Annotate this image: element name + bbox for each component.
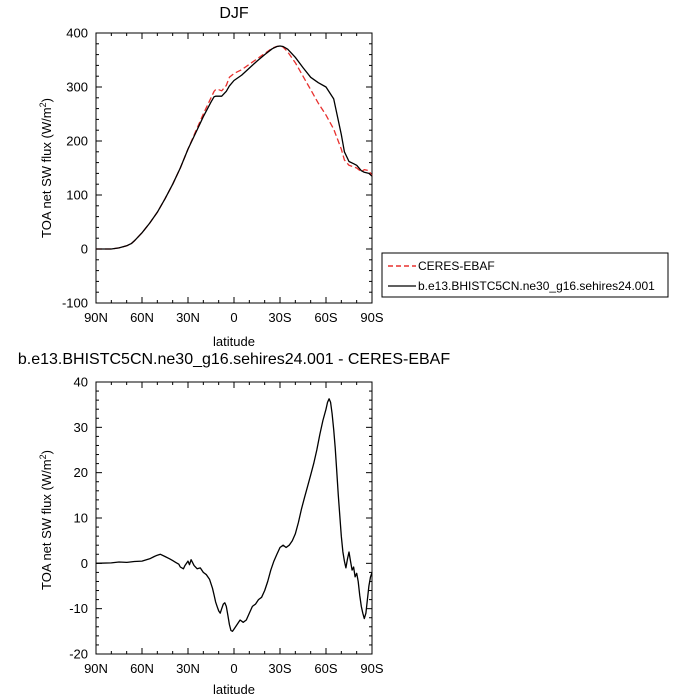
top-ytick-label: 100 [66, 188, 88, 203]
bottom-panel: b.e13.BHISTC5CN.ne30_g16.sehires24.001 -… [18, 351, 450, 697]
top-series-line-0 [96, 45, 373, 250]
bottom-xtick-label: 60S [314, 661, 337, 676]
bottom-xtick-label: 90N [84, 661, 108, 676]
top-xtick-label: 30N [176, 310, 200, 325]
bottom-ytick-label: 20 [74, 465, 88, 480]
legend-box [381, 252, 669, 298]
bottom-ytick-label: 40 [74, 375, 88, 390]
top-xlabel: latitude [213, 334, 255, 349]
bottom-ytick-label: 30 [74, 420, 88, 435]
bottom-xtick-label: 90S [360, 661, 383, 676]
top-plot-frame [95, 32, 373, 304]
legend-label-ceres: CERES-EBAF [418, 259, 495, 273]
bottom-xtick-label: 0 [230, 661, 237, 676]
top-ytick-label: 400 [66, 26, 88, 41]
top-xtick-label: 60N [130, 310, 154, 325]
top-xtick-label: 90S [360, 310, 383, 325]
top-ytick-label: 300 [66, 80, 88, 95]
bottom-ytick-label: -10 [69, 601, 88, 616]
bottom-ytick-label: 10 [74, 511, 88, 526]
bottom-xtick-label: 30N [176, 661, 200, 676]
bottom-xlabel: latitude [213, 682, 255, 697]
legend: CERES-EBAF b.e13.BHISTC5CN.ne30_g16.sehi… [381, 252, 669, 298]
bottom-ytick-label: 0 [81, 556, 88, 571]
bottom-plot-frame [95, 381, 373, 655]
top-panel: DJF TOA net SW flux (W/m2) latitude 90N 6… [38, 5, 384, 349]
top-xtick-label: 0 [230, 310, 237, 325]
bottom-ytick-label: -20 [69, 647, 88, 662]
bottom-ylabel: TOA net SW flux (W/m2) [38, 450, 54, 590]
top-ytick-label: 200 [66, 134, 88, 149]
top-xtick-label: 60S [314, 310, 337, 325]
top-title: DJF [219, 5, 249, 22]
bottom-title: b.e13.BHISTC5CN.ne30_g16.sehires24.001 -… [18, 351, 450, 368]
top-series-line-1 [96, 45, 373, 250]
bottom-xtick-label: 60N [130, 661, 154, 676]
top-xtick-label: 30S [268, 310, 291, 325]
top-ylabel: TOA net SW flux (W/m2) [38, 98, 54, 238]
legend-label-model: b.e13.BHISTC5CN.ne30_g16.sehires24.001 [418, 279, 655, 293]
bottom-xtick-label: 30S [268, 661, 291, 676]
top-ytick-label: -100 [62, 296, 88, 311]
bottom-series-line-0 [95, 398, 373, 632]
top-xtick-label: 90N [84, 310, 108, 325]
top-ytick-label: 0 [81, 242, 88, 257]
